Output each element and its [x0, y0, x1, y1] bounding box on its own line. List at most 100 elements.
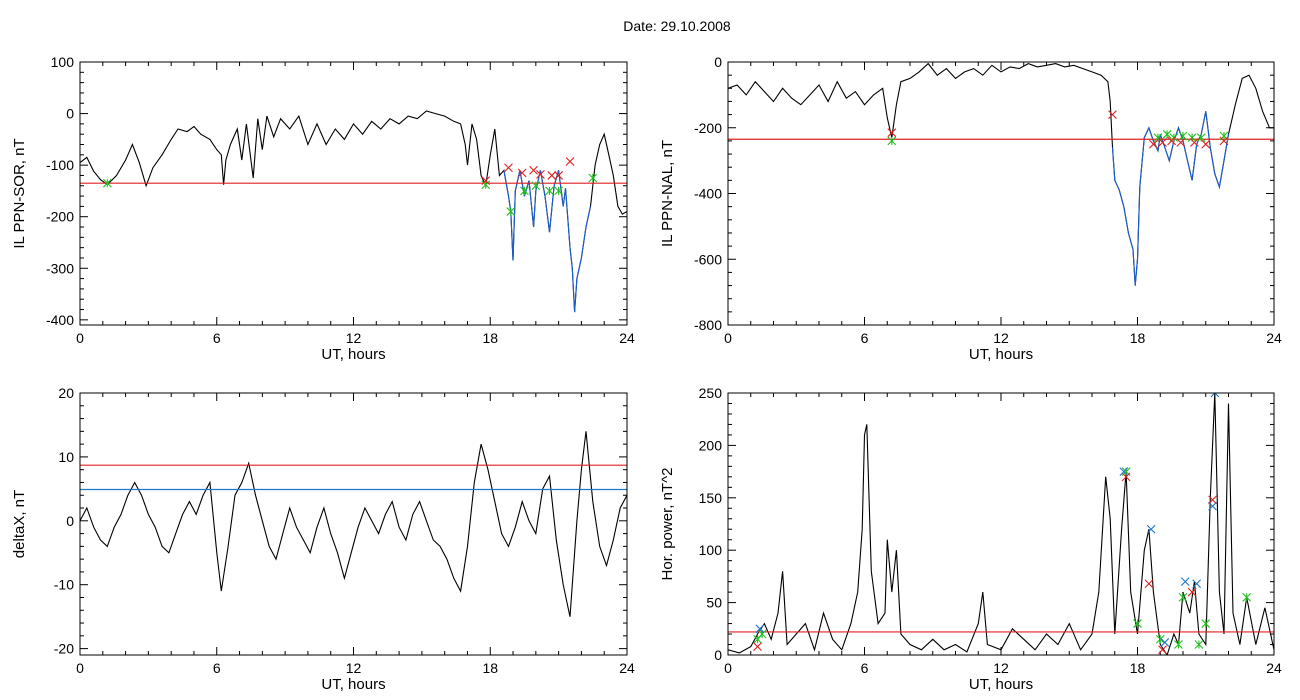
y-tick-label: -800: [694, 317, 722, 333]
marker-red: [554, 171, 564, 180]
marker-red: [1158, 138, 1167, 147]
marker-red: [504, 163, 513, 173]
marker-green: [1133, 619, 1142, 628]
nal-panel: 0 6 12 18 24 0 -200 -400 -600 -800 UT, hours IL PPN…: [659, 54, 1282, 363]
x-tick-label: 6: [861, 330, 869, 346]
series-line-black: [80, 431, 627, 617]
marker-red: [1208, 495, 1217, 505]
x-tick-label: 24: [619, 660, 635, 676]
marker-green: [1201, 619, 1211, 628]
y-tick-label: 250: [699, 385, 723, 401]
series-line-black: [80, 110, 627, 313]
marker-red: [1167, 136, 1177, 146]
x-tick-label: 18: [1130, 660, 1146, 676]
marker-green: [102, 178, 112, 188]
marker-red: [1121, 472, 1131, 482]
x-tick-label: 24: [619, 330, 635, 346]
y-tick-label: 100: [51, 54, 75, 70]
x-tick-label: 12: [346, 330, 362, 346]
y-tick-label: 100: [699, 542, 723, 558]
marker-red: [565, 157, 575, 166]
marker-green: [481, 180, 491, 190]
y-tick-label: 0: [714, 54, 722, 70]
series-line-black: [728, 62, 1274, 286]
x-tick-label: 6: [861, 660, 869, 676]
y-axis-label: Hor. power, nT^2: [659, 468, 676, 581]
marker-green: [1196, 133, 1206, 143]
x-tick-label: 0: [724, 660, 732, 676]
y-axis-label: IL PPN-NAL, nT: [659, 140, 676, 247]
y-tick-label: -600: [694, 251, 722, 267]
y-tick-label: -400: [46, 312, 74, 328]
marker-blue: [1146, 524, 1156, 534]
power-frame: [727, 392, 1275, 656]
x-axis-label: UT, hours: [321, 676, 385, 693]
y-tick-label: -200: [46, 209, 74, 225]
marker-red: [547, 171, 557, 180]
series-line-black: [728, 393, 1274, 655]
x-axis-label: UT, hours: [969, 676, 1033, 693]
marker-green: [1155, 634, 1165, 644]
marker-green: [531, 181, 541, 191]
x-tick-label: 0: [76, 330, 84, 346]
y-tick-label: -100: [46, 157, 74, 173]
y-tick-label: 20: [58, 385, 74, 401]
marker-green: [520, 186, 529, 196]
marker-green: [1162, 129, 1172, 139]
marker-green: [588, 173, 598, 183]
nal-plot-area: [728, 62, 1274, 286]
marker-red: [887, 128, 897, 138]
x-tick-label: 12: [993, 660, 1009, 676]
marker-red: [536, 170, 545, 179]
marker-green: [545, 186, 554, 196]
marker-green: [1242, 592, 1252, 602]
sor-frame: [79, 61, 628, 326]
x-tick-label: 24: [1266, 330, 1282, 346]
marker-green: [1194, 640, 1204, 649]
y-tick-label: 0: [714, 647, 722, 663]
y-tick-label: -20: [54, 641, 74, 657]
x-tick-label: 0: [76, 660, 84, 676]
marker-red: [1108, 110, 1117, 119]
y-tick-label: 200: [699, 437, 723, 453]
marker-green: [887, 136, 897, 146]
marker-red: [1201, 139, 1211, 149]
x-axis-label: UT, hours: [969, 346, 1033, 363]
nal-frame: [727, 61, 1275, 326]
y-tick-label: 0: [66, 513, 74, 529]
y-tick-label: 150: [699, 490, 723, 506]
x-tick-label: 18: [1130, 330, 1146, 346]
marker-blue: [1208, 501, 1217, 511]
deltax-plot-area: [80, 431, 627, 617]
marker-red: [1176, 138, 1186, 147]
y-tick-label: -400: [694, 186, 722, 202]
y-tick-label: -300: [46, 260, 74, 276]
marker-green: [1178, 592, 1188, 602]
marker-red: [1149, 139, 1158, 149]
x-axis-label: UT, hours: [321, 346, 385, 363]
marker-blue: [1180, 577, 1190, 587]
y-axis-label: IL PPN-SOR, nT: [11, 138, 28, 248]
y-tick-label: -10: [54, 577, 74, 593]
x-tick-label: 12: [346, 660, 362, 676]
y-tick-label: 50: [706, 595, 722, 611]
series-line-blue: [503, 170, 592, 313]
marker-green: [1174, 640, 1183, 649]
x-tick-label: 18: [482, 660, 498, 676]
series-line-blue: [1111, 111, 1230, 286]
x-tick-label: 18: [482, 330, 498, 346]
x-tick-label: 6: [213, 330, 221, 346]
y-tick-label: 10: [58, 449, 74, 465]
x-tick-label: 12: [993, 330, 1009, 346]
marker-red: [529, 165, 538, 175]
x-tick-label: 24: [1266, 660, 1282, 676]
marker-blue: [1160, 638, 1170, 647]
marker-red: [481, 176, 491, 185]
marker-red: [1158, 645, 1167, 655]
marker-green: [506, 207, 516, 216]
marker-red: [517, 168, 527, 178]
figure-title: Date: 29.10.2008: [623, 18, 731, 34]
deltax-panel: 0 6 12 18 24 20 10 0 -10 -20 UT, hours deltaX, nT: [11, 385, 635, 693]
y-tick-label: -200: [694, 120, 722, 136]
